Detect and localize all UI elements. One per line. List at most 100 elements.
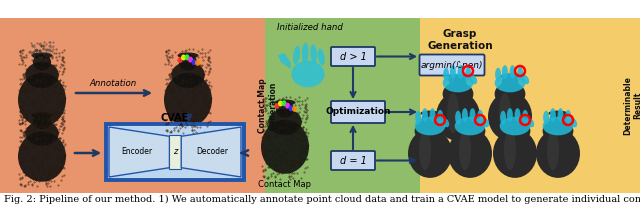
Ellipse shape bbox=[548, 111, 568, 116]
Ellipse shape bbox=[459, 130, 471, 170]
Ellipse shape bbox=[570, 118, 577, 127]
Text: Initialized hand: Initialized hand bbox=[277, 23, 343, 32]
Ellipse shape bbox=[500, 117, 531, 135]
Ellipse shape bbox=[285, 103, 290, 109]
Ellipse shape bbox=[282, 100, 287, 106]
Ellipse shape bbox=[461, 112, 478, 127]
Ellipse shape bbox=[495, 82, 525, 106]
Bar bbox=[265, 18, 420, 193]
Ellipse shape bbox=[420, 111, 440, 116]
Polygon shape bbox=[278, 53, 291, 69]
FancyBboxPatch shape bbox=[331, 101, 385, 123]
Ellipse shape bbox=[447, 93, 459, 133]
Text: argmin(ℒpen): argmin(ℒpen) bbox=[420, 61, 483, 69]
Ellipse shape bbox=[465, 67, 471, 80]
Ellipse shape bbox=[31, 52, 52, 58]
Ellipse shape bbox=[422, 112, 438, 127]
Ellipse shape bbox=[195, 60, 200, 66]
Ellipse shape bbox=[415, 119, 445, 143]
Bar bbox=[169, 135, 181, 169]
Ellipse shape bbox=[543, 117, 573, 135]
Ellipse shape bbox=[172, 62, 205, 88]
Ellipse shape bbox=[458, 65, 463, 79]
Ellipse shape bbox=[408, 129, 452, 178]
Ellipse shape bbox=[448, 129, 492, 178]
Ellipse shape bbox=[33, 114, 51, 129]
FancyBboxPatch shape bbox=[331, 47, 375, 66]
Ellipse shape bbox=[177, 57, 182, 63]
Text: Determinable
Result: Determinable Result bbox=[623, 76, 640, 135]
Ellipse shape bbox=[495, 68, 501, 81]
Ellipse shape bbox=[500, 74, 520, 79]
Text: Contact Map: Contact Map bbox=[259, 180, 312, 189]
Ellipse shape bbox=[450, 75, 467, 90]
Ellipse shape bbox=[291, 61, 324, 87]
Ellipse shape bbox=[310, 44, 317, 64]
Ellipse shape bbox=[415, 117, 445, 135]
Ellipse shape bbox=[543, 111, 549, 124]
Ellipse shape bbox=[422, 108, 428, 122]
Ellipse shape bbox=[506, 111, 525, 116]
Ellipse shape bbox=[443, 74, 474, 92]
Ellipse shape bbox=[509, 65, 516, 79]
Text: Fig. 2: Pipeline of our method. 1) We automatically annotate point cloud data an: Fig. 2: Pipeline of our method. 1) We au… bbox=[4, 194, 640, 204]
Text: Contact Map
Generation: Contact Map Generation bbox=[259, 78, 278, 133]
Ellipse shape bbox=[477, 110, 483, 124]
Ellipse shape bbox=[442, 118, 449, 127]
Ellipse shape bbox=[454, 117, 485, 135]
FancyBboxPatch shape bbox=[106, 124, 244, 180]
Ellipse shape bbox=[469, 75, 477, 84]
Ellipse shape bbox=[550, 108, 556, 122]
Text: Encoder: Encoder bbox=[121, 147, 152, 156]
Ellipse shape bbox=[25, 62, 59, 88]
Ellipse shape bbox=[460, 111, 480, 116]
Ellipse shape bbox=[33, 54, 51, 71]
Ellipse shape bbox=[547, 130, 559, 170]
Ellipse shape bbox=[495, 74, 525, 92]
Ellipse shape bbox=[276, 101, 294, 118]
Ellipse shape bbox=[507, 108, 513, 122]
Ellipse shape bbox=[293, 46, 300, 64]
Ellipse shape bbox=[502, 65, 508, 79]
Text: Annotation: Annotation bbox=[90, 79, 136, 88]
Ellipse shape bbox=[275, 99, 296, 105]
Ellipse shape bbox=[177, 52, 198, 58]
Ellipse shape bbox=[18, 73, 66, 127]
Ellipse shape bbox=[292, 106, 297, 112]
Ellipse shape bbox=[455, 111, 461, 124]
Ellipse shape bbox=[448, 74, 468, 79]
Ellipse shape bbox=[522, 110, 528, 124]
Ellipse shape bbox=[454, 119, 485, 143]
Ellipse shape bbox=[507, 112, 524, 127]
Ellipse shape bbox=[550, 112, 566, 127]
Ellipse shape bbox=[415, 111, 421, 124]
Ellipse shape bbox=[443, 82, 474, 106]
Polygon shape bbox=[109, 127, 170, 177]
Text: Optimization: Optimization bbox=[325, 108, 391, 116]
Ellipse shape bbox=[164, 73, 212, 127]
Text: d > 1: d > 1 bbox=[340, 52, 367, 62]
Ellipse shape bbox=[499, 93, 511, 133]
Ellipse shape bbox=[181, 54, 186, 61]
Ellipse shape bbox=[25, 121, 59, 146]
Ellipse shape bbox=[522, 75, 529, 84]
FancyBboxPatch shape bbox=[419, 54, 484, 76]
Ellipse shape bbox=[18, 131, 66, 182]
Ellipse shape bbox=[502, 75, 518, 90]
Ellipse shape bbox=[500, 111, 506, 124]
Ellipse shape bbox=[317, 48, 325, 65]
Bar bbox=[420, 18, 635, 193]
FancyBboxPatch shape bbox=[331, 151, 375, 170]
Ellipse shape bbox=[419, 130, 431, 170]
Ellipse shape bbox=[527, 118, 534, 127]
Ellipse shape bbox=[493, 129, 537, 178]
Ellipse shape bbox=[436, 92, 480, 141]
Polygon shape bbox=[181, 127, 241, 177]
Bar bbox=[0, 18, 265, 193]
Text: CVAE: CVAE bbox=[161, 113, 189, 123]
Ellipse shape bbox=[184, 54, 189, 60]
Ellipse shape bbox=[517, 67, 523, 80]
Ellipse shape bbox=[31, 112, 52, 118]
Ellipse shape bbox=[515, 108, 520, 122]
Ellipse shape bbox=[543, 119, 573, 143]
